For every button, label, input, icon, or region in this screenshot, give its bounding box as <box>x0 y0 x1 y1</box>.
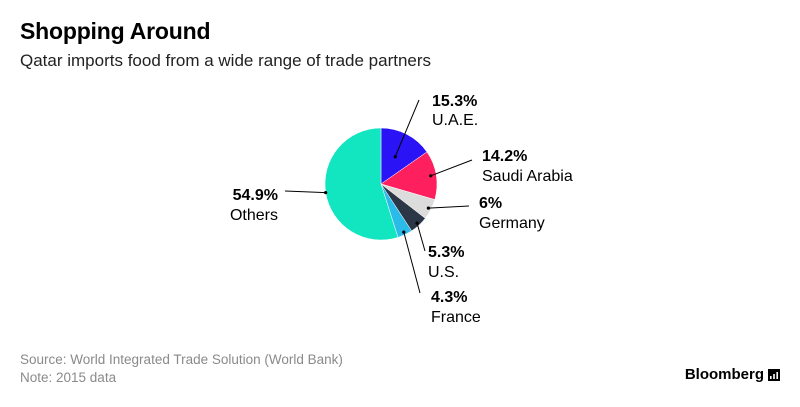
leader-line <box>394 99 420 157</box>
leader-line <box>403 231 421 294</box>
brand-logo: Bloomberg <box>685 366 780 383</box>
slice-percent-label: 4.3% <box>431 289 467 306</box>
leader-line <box>430 159 473 177</box>
chart-subtitle: Qatar imports food from a wide range of … <box>20 51 432 70</box>
leader-line <box>284 190 326 194</box>
data-note: Note: 2015 data <box>20 370 117 385</box>
slice-percent-label: 5.3% <box>428 244 464 261</box>
slice-percent-label: 14.2% <box>482 148 527 165</box>
slice-name-label: U.S. <box>428 264 459 281</box>
chart-title: Shopping Around <box>20 18 211 44</box>
leader-lines <box>284 99 473 294</box>
slice-name-label: U.A.E. <box>432 112 478 129</box>
leader-dot <box>393 155 397 159</box>
slice-percent-label: 15.3% <box>432 93 477 110</box>
brand-name: Bloomberg <box>684 366 764 383</box>
pie-slice-saudi-arabia <box>380 151 438 200</box>
bloomberg-bars-icon <box>768 368 780 381</box>
source-note: Source: World Integrated Trade Solution … <box>20 352 343 367</box>
leader-line <box>416 222 426 252</box>
leader-dot <box>324 190 328 195</box>
slice-name-label: Germany <box>479 215 545 232</box>
leader-dot <box>429 174 433 178</box>
leader-line <box>428 205 470 209</box>
leader-dot <box>402 230 406 234</box>
slice-percent-label: 6% <box>479 195 502 212</box>
slice-name-label: Others <box>230 207 278 224</box>
slice-labels: 15.3% U.A.E. 14.2% Saudi Arabia 6% Germany 5.3… <box>230 93 573 326</box>
slice-name-label: Saudi Arabia <box>482 168 573 185</box>
leader-dot <box>415 221 419 225</box>
pie-slice-u-a-e <box>380 127 428 185</box>
slice-percent-label: 54.9% <box>233 187 278 204</box>
pie-slices <box>324 127 438 241</box>
leader-dot <box>426 206 430 210</box>
slice-name-label: France <box>431 309 481 326</box>
